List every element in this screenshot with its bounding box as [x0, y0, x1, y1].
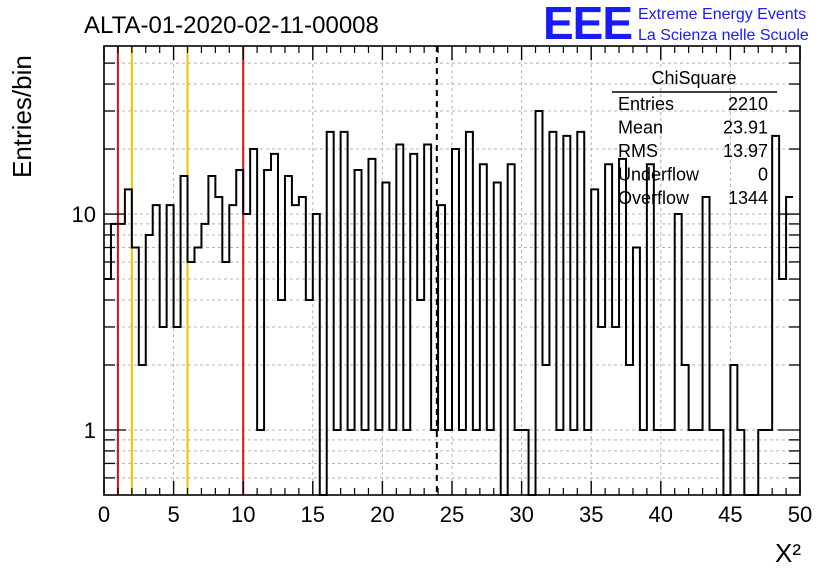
histogram-bin [355, 170, 362, 495]
histogram-bin [236, 170, 243, 495]
histogram-bin [111, 224, 118, 495]
y-tick-label: 1 [84, 418, 96, 443]
histogram-bin [341, 132, 348, 495]
histogram-bin [188, 262, 195, 495]
eee-logo: EEE Extreme Energy Events La Scienza nel… [543, 0, 809, 49]
y-tick-label: 10 [72, 202, 96, 227]
histogram-bin [313, 214, 320, 495]
histogram-outline [104, 110, 794, 496]
histogram-bin [215, 197, 222, 495]
x-tick-label: 10 [231, 502, 255, 527]
histogram-bin [118, 224, 125, 495]
x-tick-label: 35 [579, 502, 603, 527]
histogram-bin [132, 247, 139, 495]
histogram-bin [153, 205, 160, 495]
histogram-bin [612, 327, 619, 495]
x-tick-label: 40 [649, 502, 673, 527]
histogram-bin [438, 205, 445, 495]
logo-letters: EEE [543, 0, 632, 49]
logo-line-2: La Scienza nelle Scuole [638, 27, 809, 44]
histogram-bin [417, 300, 424, 495]
histogram-bin [577, 132, 584, 495]
histogram-bin [772, 136, 779, 495]
histogram-bin [536, 111, 543, 495]
stats-label: Entries [618, 94, 674, 114]
stats-box: ChiSquare Entries 2210 Mean 23.91 RMS 13.97 Un… [612, 68, 777, 208]
histogram-bin [299, 197, 306, 495]
stats-value: 13.97 [723, 141, 768, 161]
stats-label: Underflow [618, 165, 700, 185]
histogram-bin [494, 182, 501, 495]
axis-ticks: 0 5 10 15 20 25 30 35 40 45 50 1 10 [72, 46, 812, 527]
x-tick-label: 0 [98, 502, 110, 527]
histogram-bin [466, 132, 473, 495]
histogram-bin [327, 132, 334, 495]
x-tick-label: 25 [440, 502, 464, 527]
histogram-bin [229, 205, 236, 495]
histogram-bin [264, 170, 271, 495]
histogram-bin [160, 327, 167, 495]
histogram-bin [779, 279, 786, 495]
plot-frame [103, 45, 801, 496]
histogram-series [104, 110, 794, 496]
x-tick-label: 20 [370, 502, 394, 527]
histogram-bin [222, 262, 229, 495]
histogram-bin [278, 300, 285, 495]
histogram-bin [201, 224, 208, 495]
histogram-bin [194, 247, 201, 495]
x-axis-title: X² [775, 538, 801, 568]
stats-value: 0 [758, 165, 768, 185]
histogram-bin [174, 327, 181, 495]
x-tick-label: 30 [509, 502, 533, 527]
x-tick-label: 5 [167, 502, 179, 527]
run-title: ALTA-01-2020-02-11-00008 [84, 12, 379, 39]
stats-value: 2210 [728, 94, 768, 114]
histogram-bin [703, 197, 710, 495]
histogram-bin [549, 132, 556, 495]
x-tick-label: 45 [718, 502, 742, 527]
histogram-bin [382, 182, 389, 495]
histogram-bin [452, 149, 459, 495]
histogram-bin [563, 136, 570, 495]
histogram-bin [292, 205, 299, 495]
histogram-bin [396, 144, 403, 495]
logo-line-1: Extreme Energy Events [638, 6, 806, 23]
stats-label: Mean [618, 118, 663, 138]
histogram-bin [675, 214, 682, 495]
histogram-bin [167, 205, 174, 495]
histogram-bin [410, 154, 417, 495]
stats-value: 23.91 [723, 118, 768, 138]
histogram-bin [306, 300, 313, 495]
stats-label: Overflow [618, 188, 690, 208]
reference-lines [116, 46, 438, 495]
stats-label: RMS [618, 141, 658, 161]
histogram-bin [598, 327, 605, 495]
histogram-bin [104, 279, 111, 495]
histogram-bin [424, 144, 431, 495]
x-tick-label: 50 [788, 502, 812, 527]
histogram-bin [250, 149, 257, 495]
histogram-bin [633, 247, 640, 495]
stats-title: ChiSquare [651, 68, 736, 88]
histogram-bin [243, 214, 250, 495]
histogram-bin [271, 154, 278, 495]
stats-value: 1344 [728, 188, 768, 208]
y-axis-title: Entries/bin [7, 55, 37, 178]
x-tick-label: 15 [301, 502, 325, 527]
